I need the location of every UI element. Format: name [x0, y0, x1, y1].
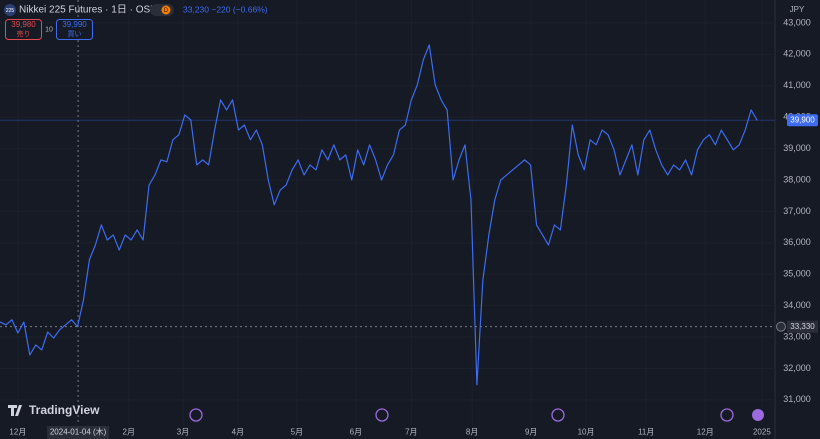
quantity: 10: [45, 26, 53, 33]
y-tick-label: 31,000: [783, 394, 811, 404]
x-tick-label: 11月: [638, 428, 654, 437]
watermark: TradingView: [8, 403, 100, 417]
event-icons: [189, 408, 764, 422]
crosshair-plus: [776, 321, 786, 332]
sell-price[interactable]: 39,980: [11, 20, 36, 29]
crosshair-price-label: 33,330: [790, 322, 815, 331]
y-tick-label: 41,000: [783, 80, 811, 90]
badge: D: [164, 8, 169, 14]
x-tick-label: 12月: [697, 428, 714, 437]
x-tick-label: 2月: [123, 428, 135, 437]
watermark-logo: [8, 405, 22, 416]
sell-label[interactable]: 売り: [17, 29, 31, 38]
y-tick-label: 43,000: [783, 17, 811, 27]
plot: [0, 0, 775, 425]
y-tick-label: 37,000: [783, 206, 811, 216]
badge-dot: [161, 5, 171, 15]
x-tick-label: 5月: [291, 428, 303, 437]
x-tick-label: 2025: [753, 428, 771, 437]
x-tick-label: 10月: [578, 428, 595, 437]
quote: 33,230 −220 (−0.66%): [183, 4, 268, 14]
buy-label[interactable]: 買い: [68, 30, 82, 38]
price-line: [0, 44, 758, 386]
x-tick-label: 12月: [9, 428, 26, 437]
y-tick-label: 34,000: [783, 300, 811, 310]
crosshair-date-bg: [47, 426, 110, 439]
y-tick-label: 42,000: [783, 49, 811, 59]
y-tick-label: 39,000: [783, 143, 811, 153]
crosshair-price-bg: [787, 320, 818, 333]
buy-price[interactable]: 39,990: [62, 20, 87, 29]
y-tick-label: 33,000: [783, 331, 811, 341]
watermark-text: TradingView: [29, 403, 100, 417]
x-tick-label: 7月: [405, 428, 417, 437]
x-axis-band: [0, 425, 820, 439]
x-tick-label: 4月: [232, 428, 244, 437]
event-icon[interactable]: [720, 408, 734, 422]
event-icon[interactable]: [189, 408, 203, 422]
logo: 225: [6, 8, 15, 14]
logo-circle: [4, 4, 16, 16]
y-tick-label: 32,000: [783, 363, 811, 373]
y-tick-label: 38,000: [783, 174, 811, 184]
x-tick-label: 2024-01-04 (木): [50, 427, 107, 437]
sell-button[interactable]: 39,980 売り: [5, 19, 42, 40]
header: 225 Nikkei 225 Futures · 1日 · OSE D 33,2…: [4, 4, 805, 40]
buy-box[interactable]: [56, 19, 93, 40]
x-tick-label: 3月: [177, 428, 189, 437]
sell-box[interactable]: [5, 19, 42, 40]
y-tick-label: 35,000: [783, 269, 811, 279]
x-tick-label: 9月: [525, 428, 537, 437]
x-tick-label: 8月: [466, 428, 478, 437]
buy-button[interactable]: 39,990 買い: [56, 19, 93, 40]
y-tick-label: 36,000: [783, 237, 811, 247]
currency: JPY: [790, 5, 805, 14]
event-icon[interactable]: [375, 408, 389, 422]
last-price-bg: [787, 114, 818, 127]
x-tick-label: 6月: [350, 428, 362, 437]
event-icon[interactable]: [752, 409, 764, 421]
symbol-title: Nikkei 225 Futures · 1日 · OSE: [19, 5, 157, 16]
last-price-label: 39,900: [790, 115, 815, 124]
event-icon[interactable]: [551, 408, 565, 422]
